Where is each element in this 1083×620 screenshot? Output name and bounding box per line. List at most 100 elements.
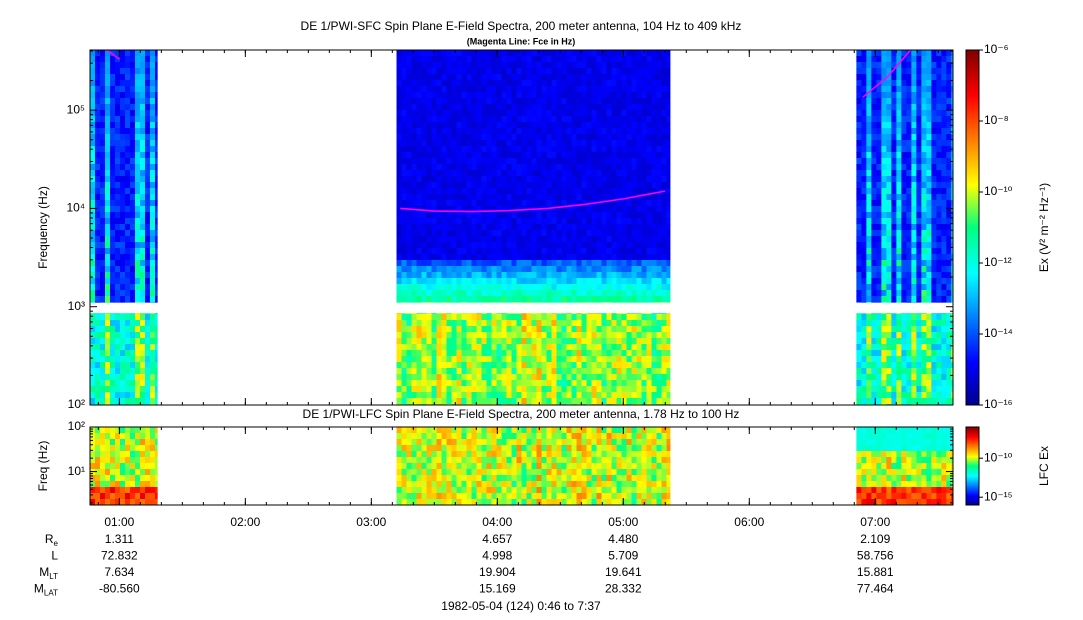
spectrogram-cell [471,260,478,267]
spectrogram-cell [546,86,553,93]
spectrogram-cell [511,176,518,183]
spectrogram-cell [396,134,403,141]
spectrogram-cell [896,80,902,87]
spectrogram-cell [556,368,563,375]
spectrogram-cell [906,332,912,339]
spectrogram-cell [446,398,453,405]
spectrogram-cell [411,350,418,357]
spectrogram-cell [641,248,648,255]
spectrogram-cell [661,122,668,129]
spectrogram-cell [110,338,116,345]
spectrogram-cell [476,254,483,261]
spectrogram-cell [456,272,463,279]
spectrogram-cell [150,242,156,249]
spectrogram-cell [110,218,116,225]
spectrogram-cell [130,386,136,393]
spectrogram-cell [446,296,453,303]
spectrogram-cell [491,200,498,207]
spectrogram-cell [426,164,433,171]
spectrogram-cell [921,392,927,399]
spectrogram-cell [666,398,671,405]
spectrogram-cell [426,290,433,297]
spectrogram-cell [506,242,513,249]
spectrogram-cell [556,182,563,189]
spectrogram-cell [431,128,438,135]
spectrogram-cell [606,92,613,99]
spectrogram-cell [611,146,618,153]
spectrogram-cell [541,290,548,297]
spectrogram-cell [436,320,443,327]
spectrogram-cell [626,386,633,393]
spectrogram-cell [491,248,498,255]
spectrogram-cell [95,140,101,147]
spectrogram-cell [491,170,498,177]
spectrogram-cell [516,104,523,111]
spectrogram-cell [471,152,478,159]
spectrogram-cell [476,86,483,93]
spectrogram-cell [441,362,448,369]
spectrogram-cell [441,104,448,111]
spectrogram-cell [406,86,413,93]
spectrogram-cell [516,224,523,231]
spectrogram-cell [486,62,493,69]
spectrogram-cell [856,314,862,321]
spectrogram-cell [516,272,523,279]
spectrogram-cell [431,260,438,267]
spectrogram-cell [401,212,408,219]
spectrogram-cell [891,206,897,213]
spectrogram-cell [641,122,648,129]
spectrogram-cell [406,188,413,195]
spectrogram-cell [856,254,862,261]
spectrogram-cell [155,290,158,297]
spectrogram-cell [576,314,583,321]
spectrogram-cell [100,68,106,75]
spectrogram-cell [436,332,443,339]
spectrogram-cell [471,236,478,243]
spectrogram-cell [456,116,463,123]
spectrogram-cell [621,68,628,75]
spectrogram-cell [421,92,428,99]
spectrogram-cell [916,68,922,75]
spectrogram-cell [526,80,533,87]
spectrogram-cell [491,290,498,297]
spectrogram-cell [916,104,922,111]
spectrogram-cell [496,80,503,87]
spectrogram-cell [476,218,483,225]
spectrogram-cell [901,140,907,147]
spectrogram-cell [881,368,887,375]
spectrogram-cell [566,122,573,129]
spectrogram-cell [566,314,573,321]
spectrogram-cell [581,326,588,333]
spectrogram-cell [471,350,478,357]
spectrogram-cell [496,50,503,57]
spectrogram-cell [411,242,418,249]
spectrogram-cell [596,200,603,207]
spectrogram-cell [861,338,867,345]
spectrogram-cell [561,272,568,279]
spectrogram-cell [466,254,473,261]
spectrogram-cell [616,86,623,93]
spectrogram-cell [506,200,513,207]
spectrogram-cell [601,68,608,75]
spectrogram-cell [606,272,613,279]
spectrogram-cell [401,266,408,273]
spectrogram-cell [105,146,111,153]
spectrogram-cell [606,398,613,405]
spectrogram-cell [411,218,418,225]
spectrogram-cell [631,338,638,345]
spectrogram-cell [556,110,563,117]
spectrogram-cell [661,230,668,237]
spectrogram-cell [135,92,141,99]
spectrogram-cell [921,380,927,387]
spectrogram-cell [491,74,498,81]
spectrogram-cell [396,194,403,201]
spectrogram-cell [646,248,653,255]
spectrogram-cell [546,260,553,267]
spectrogram-cell [666,98,671,105]
spectrogram-cell [401,146,408,153]
spectrogram-cell [421,362,428,369]
spectrogram-cell [601,398,608,405]
spectrogram-cell [656,128,663,135]
spectrogram-cell [466,152,473,159]
spectrogram-cell [576,128,583,135]
